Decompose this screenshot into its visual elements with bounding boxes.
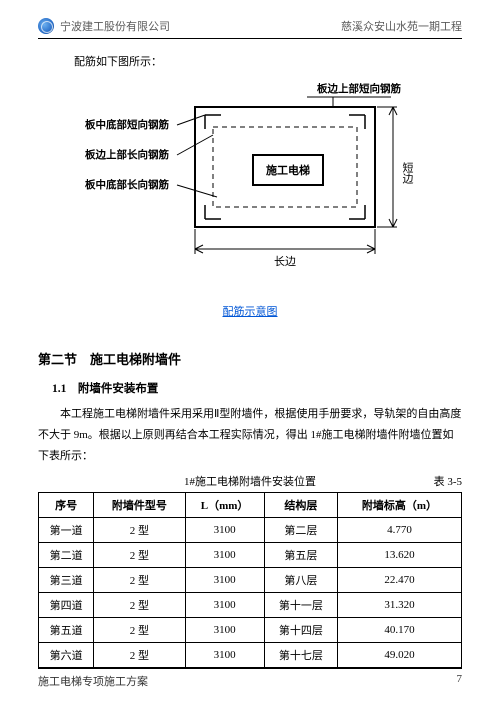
attachment-table: 序号 附墙件型号 L（mm） 结构层 附墙标高（m） 第一道2 型3100第二层… bbox=[38, 492, 462, 668]
table-cell: 22.470 bbox=[337, 567, 461, 592]
callout-left-1: 板中底部短向钢筋 bbox=[85, 117, 169, 132]
subsection-title: 1.1 附墙件安装布置 bbox=[52, 380, 462, 396]
table-cell: 31.320 bbox=[337, 592, 461, 617]
table-cell: 第十四层 bbox=[264, 617, 337, 642]
col-4: 附墙标高（m） bbox=[337, 492, 461, 517]
table-header-row: 序号 附墙件型号 L（mm） 结构层 附墙标高（m） bbox=[39, 492, 462, 517]
table-title: 1#施工电梯附墙件安装位置 bbox=[98, 473, 402, 489]
table-cell: 3100 bbox=[185, 542, 264, 567]
page-header: 宁波建工股份有限公司 慈溪众安山水苑一期工程 bbox=[38, 18, 462, 39]
table-cell: 2 型 bbox=[94, 517, 185, 542]
table-cell: 第六道 bbox=[39, 642, 94, 667]
table-cell: 13.620 bbox=[337, 542, 461, 567]
table-cell: 2 型 bbox=[94, 567, 185, 592]
table-cell: 第十一层 bbox=[264, 592, 337, 617]
table-cell: 2 型 bbox=[94, 542, 185, 567]
table-cell: 第五道 bbox=[39, 617, 94, 642]
table-ref: 表 3-5 bbox=[402, 473, 462, 489]
table-cell: 3100 bbox=[185, 617, 264, 642]
callout-top-right: 板边上部短向钢筋 bbox=[317, 81, 401, 96]
table-cell: 2 型 bbox=[94, 617, 185, 642]
table-cell: 3100 bbox=[185, 642, 264, 667]
table-row: 第四道2 型3100第十一层31.320 bbox=[39, 592, 462, 617]
table-cell: 第十七层 bbox=[264, 642, 337, 667]
table-caption-row: 1#施工电梯附墙件安装位置 表 3-5 bbox=[38, 473, 462, 489]
footer-doc-title: 施工电梯专项施工方案 bbox=[38, 673, 148, 689]
table-cell: 第二道 bbox=[39, 542, 94, 567]
table-cell: 第三道 bbox=[39, 567, 94, 592]
table-cell: 2 型 bbox=[94, 642, 185, 667]
table-cell: 第一道 bbox=[39, 517, 94, 542]
rebar-diagram: 板边上部短向钢筋 板中底部短向钢筋 板边上部长向钢筋 板中底部长向钢筋 施工电梯 bbox=[85, 79, 415, 299]
col-1: 附墙件型号 bbox=[94, 492, 185, 517]
callout-left-2: 板边上部长向钢筋 bbox=[85, 147, 169, 162]
intro-text: 配筋如下图所示： bbox=[74, 53, 462, 69]
callout-left-3: 板中底部长向钢筋 bbox=[85, 177, 169, 192]
table-row: 第五道2 型3100第十四层40.170 bbox=[39, 617, 462, 642]
center-box-label: 施工电梯 bbox=[266, 163, 310, 177]
table-cell: 49.020 bbox=[337, 642, 461, 667]
table-row: 第二道2 型3100第五层13.620 bbox=[39, 542, 462, 567]
table-cell: 第四道 bbox=[39, 592, 94, 617]
table-cell: 第八层 bbox=[264, 567, 337, 592]
table-cell: 3100 bbox=[185, 592, 264, 617]
section-title: 第二节 施工电梯附墙件 bbox=[38, 349, 462, 368]
spacer bbox=[38, 473, 98, 489]
page-footer: 施工电梯专项施工方案 7 bbox=[38, 668, 462, 689]
header-left: 宁波建工股份有限公司 bbox=[38, 18, 170, 34]
diagram-caption: 配筋示意图 bbox=[38, 303, 462, 319]
table-body: 第一道2 型3100第二层4.770第二道2 型3100第五层13.620第三道… bbox=[39, 517, 462, 667]
body-paragraph: 本工程施工电梯附墙件采用采用Ⅱ型附墙件，根据使用手册要求，导轨架的自由高度不大于… bbox=[38, 404, 462, 467]
table-cell: 3100 bbox=[185, 567, 264, 592]
footer-page-number: 7 bbox=[457, 673, 463, 689]
table-cell: 3100 bbox=[185, 517, 264, 542]
table-cell: 4.770 bbox=[337, 517, 461, 542]
table-cell: 40.170 bbox=[337, 617, 461, 642]
h-dim-label: 长边 bbox=[274, 255, 296, 268]
company-logo-icon bbox=[38, 18, 54, 34]
project-name: 慈溪众安山水苑一期工程 bbox=[341, 18, 462, 34]
table-row: 第六道2 型3100第十七层49.020 bbox=[39, 642, 462, 667]
col-3: 结构层 bbox=[264, 492, 337, 517]
col-2: L（mm） bbox=[185, 492, 264, 517]
table-row: 第三道2 型3100第八层22.470 bbox=[39, 567, 462, 592]
table-cell: 2 型 bbox=[94, 592, 185, 617]
v-dim-label: 短边 bbox=[401, 161, 414, 184]
company-name: 宁波建工股份有限公司 bbox=[60, 18, 170, 34]
table-row: 第一道2 型3100第二层4.770 bbox=[39, 517, 462, 542]
table-cell: 第五层 bbox=[264, 542, 337, 567]
table-cell: 第二层 bbox=[264, 517, 337, 542]
col-0: 序号 bbox=[39, 492, 94, 517]
